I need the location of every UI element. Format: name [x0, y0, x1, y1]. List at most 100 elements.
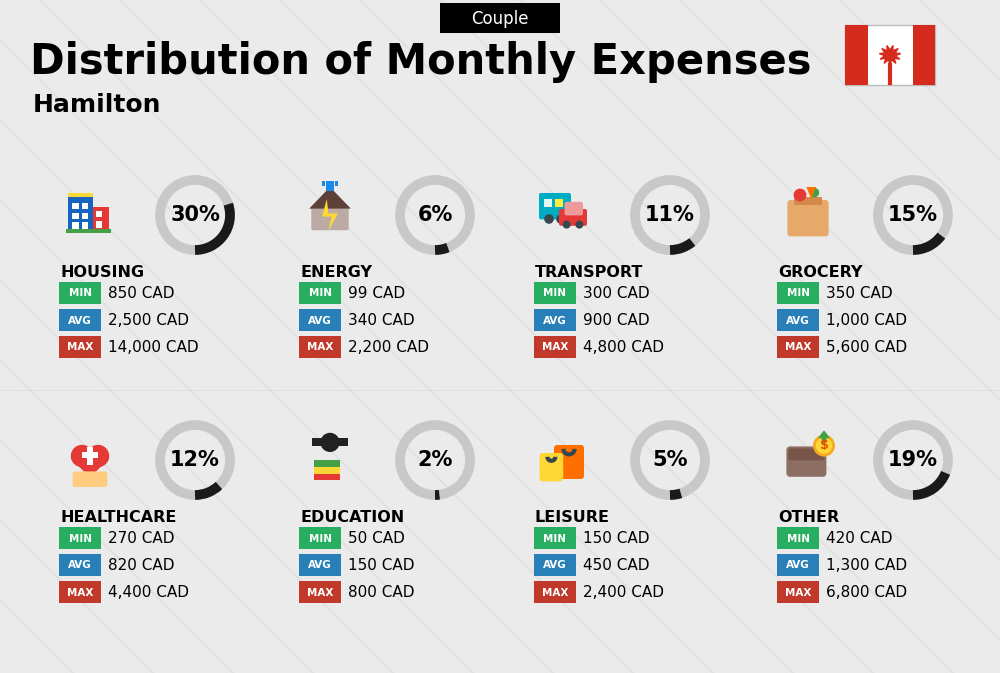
FancyBboxPatch shape: [777, 282, 819, 304]
FancyBboxPatch shape: [299, 554, 341, 576]
Text: 150 CAD: 150 CAD: [348, 558, 415, 573]
Polygon shape: [71, 458, 109, 478]
FancyBboxPatch shape: [59, 581, 101, 603]
FancyBboxPatch shape: [72, 222, 79, 229]
Text: MAX: MAX: [542, 343, 568, 353]
Text: 6,800 CAD: 6,800 CAD: [826, 585, 907, 600]
Text: $: $: [820, 439, 828, 452]
FancyBboxPatch shape: [777, 527, 819, 549]
Text: 4,800 CAD: 4,800 CAD: [583, 340, 664, 355]
Text: Distribution of Monthly Expenses: Distribution of Monthly Expenses: [30, 41, 812, 83]
Circle shape: [556, 214, 566, 224]
Circle shape: [794, 188, 806, 201]
Text: GROCERY: GROCERY: [778, 265, 862, 280]
Text: MIN: MIN: [786, 289, 810, 299]
Text: TRANSPORT: TRANSPORT: [535, 265, 643, 280]
Text: 30%: 30%: [170, 205, 220, 225]
FancyBboxPatch shape: [777, 309, 819, 331]
Circle shape: [320, 433, 340, 452]
FancyBboxPatch shape: [93, 207, 109, 229]
Text: 340 CAD: 340 CAD: [348, 313, 415, 328]
FancyBboxPatch shape: [299, 336, 341, 358]
FancyBboxPatch shape: [565, 202, 583, 215]
Circle shape: [814, 436, 834, 455]
FancyBboxPatch shape: [299, 527, 341, 549]
FancyBboxPatch shape: [68, 192, 93, 197]
Text: AVG: AVG: [543, 316, 567, 326]
FancyBboxPatch shape: [534, 581, 576, 603]
FancyBboxPatch shape: [59, 336, 101, 358]
Polygon shape: [819, 431, 829, 442]
FancyBboxPatch shape: [299, 309, 341, 331]
FancyBboxPatch shape: [314, 460, 340, 467]
FancyBboxPatch shape: [59, 554, 101, 576]
FancyBboxPatch shape: [82, 222, 88, 229]
Text: 4,400 CAD: 4,400 CAD: [108, 585, 189, 600]
Text: MAX: MAX: [307, 588, 333, 598]
FancyBboxPatch shape: [312, 437, 348, 446]
Text: 850 CAD: 850 CAD: [108, 286, 175, 301]
Text: 900 CAD: 900 CAD: [583, 313, 650, 328]
Text: MIN: MIN: [68, 289, 92, 299]
FancyBboxPatch shape: [555, 199, 563, 207]
FancyBboxPatch shape: [544, 199, 552, 207]
Text: 5%: 5%: [652, 450, 688, 470]
FancyBboxPatch shape: [314, 473, 340, 480]
Text: 350 CAD: 350 CAD: [826, 286, 893, 301]
FancyBboxPatch shape: [66, 229, 111, 234]
FancyBboxPatch shape: [845, 25, 935, 85]
Text: 6%: 6%: [417, 205, 453, 225]
FancyBboxPatch shape: [534, 554, 576, 576]
FancyBboxPatch shape: [82, 203, 88, 209]
FancyBboxPatch shape: [72, 203, 79, 209]
FancyBboxPatch shape: [82, 213, 88, 219]
FancyBboxPatch shape: [912, 25, 935, 85]
Text: AVG: AVG: [308, 316, 332, 326]
FancyBboxPatch shape: [82, 452, 98, 458]
Circle shape: [563, 221, 571, 229]
Text: AVG: AVG: [786, 561, 810, 571]
FancyBboxPatch shape: [96, 221, 102, 227]
Text: AVG: AVG: [543, 561, 567, 571]
FancyBboxPatch shape: [440, 3, 560, 33]
FancyBboxPatch shape: [540, 453, 563, 481]
Text: MAX: MAX: [67, 343, 93, 353]
Text: MAX: MAX: [307, 343, 333, 353]
FancyBboxPatch shape: [59, 282, 101, 304]
FancyBboxPatch shape: [845, 25, 868, 85]
FancyBboxPatch shape: [299, 282, 341, 304]
Text: 420 CAD: 420 CAD: [826, 531, 893, 546]
Text: 820 CAD: 820 CAD: [108, 558, 175, 573]
Text: MIN: MIN: [68, 534, 92, 544]
Text: 14,000 CAD: 14,000 CAD: [108, 340, 199, 355]
Text: MIN: MIN: [544, 289, 566, 299]
Polygon shape: [322, 199, 338, 231]
FancyBboxPatch shape: [299, 581, 341, 603]
Text: 800 CAD: 800 CAD: [348, 585, 415, 600]
Text: 1,000 CAD: 1,000 CAD: [826, 313, 907, 328]
Text: AVG: AVG: [68, 316, 92, 326]
FancyBboxPatch shape: [87, 447, 93, 465]
Text: 2%: 2%: [417, 450, 453, 470]
FancyBboxPatch shape: [786, 446, 826, 476]
Text: 99 CAD: 99 CAD: [348, 286, 405, 301]
Polygon shape: [312, 191, 348, 229]
Text: MAX: MAX: [785, 588, 811, 598]
Text: MIN: MIN: [308, 534, 332, 544]
Text: MAX: MAX: [67, 588, 93, 598]
Text: Hamilton: Hamilton: [33, 93, 162, 117]
FancyBboxPatch shape: [534, 309, 576, 331]
FancyBboxPatch shape: [539, 193, 571, 219]
Polygon shape: [312, 191, 348, 229]
FancyBboxPatch shape: [72, 213, 79, 219]
FancyBboxPatch shape: [788, 448, 824, 460]
FancyBboxPatch shape: [794, 197, 822, 205]
FancyBboxPatch shape: [777, 336, 819, 358]
Text: 150 CAD: 150 CAD: [583, 531, 650, 546]
Text: 19%: 19%: [888, 450, 938, 470]
Polygon shape: [879, 46, 901, 65]
Text: 300 CAD: 300 CAD: [583, 286, 650, 301]
FancyBboxPatch shape: [73, 471, 107, 487]
FancyBboxPatch shape: [554, 445, 584, 479]
Polygon shape: [806, 187, 816, 199]
